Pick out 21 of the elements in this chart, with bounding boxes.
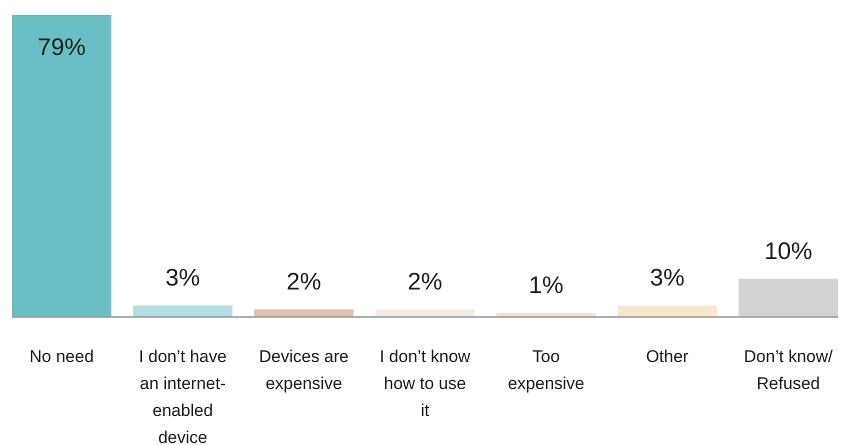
x-tick-label: Other: [644, 346, 690, 368]
data-label: 10%: [764, 238, 812, 265]
data-label: 3%: [650, 264, 685, 292]
bar: [254, 309, 354, 317]
data-label: 3%: [165, 264, 200, 292]
data-label: 2%: [408, 268, 442, 296]
x-tick-label: Too expensive: [506, 346, 586, 395]
data-label: 2%: [286, 268, 322, 296]
x-tick-label: I don’t have an internet-enabled device: [138, 346, 228, 445]
x-tick-label: I don’t know how to use it: [378, 346, 472, 422]
x-tick-label: Devices are expensive: [258, 346, 350, 395]
data-label: 79%: [38, 34, 86, 61]
x-tick-label: Don’t know/ Refused: [742, 346, 834, 395]
bar: [12, 15, 112, 317]
data-label: 1%: [528, 272, 564, 300]
bar: [738, 278, 838, 317]
bar: [618, 306, 717, 317]
bar: [496, 313, 596, 317]
bar: [133, 306, 232, 317]
x-tick-label: No need: [28, 346, 95, 368]
bar: [375, 309, 475, 317]
